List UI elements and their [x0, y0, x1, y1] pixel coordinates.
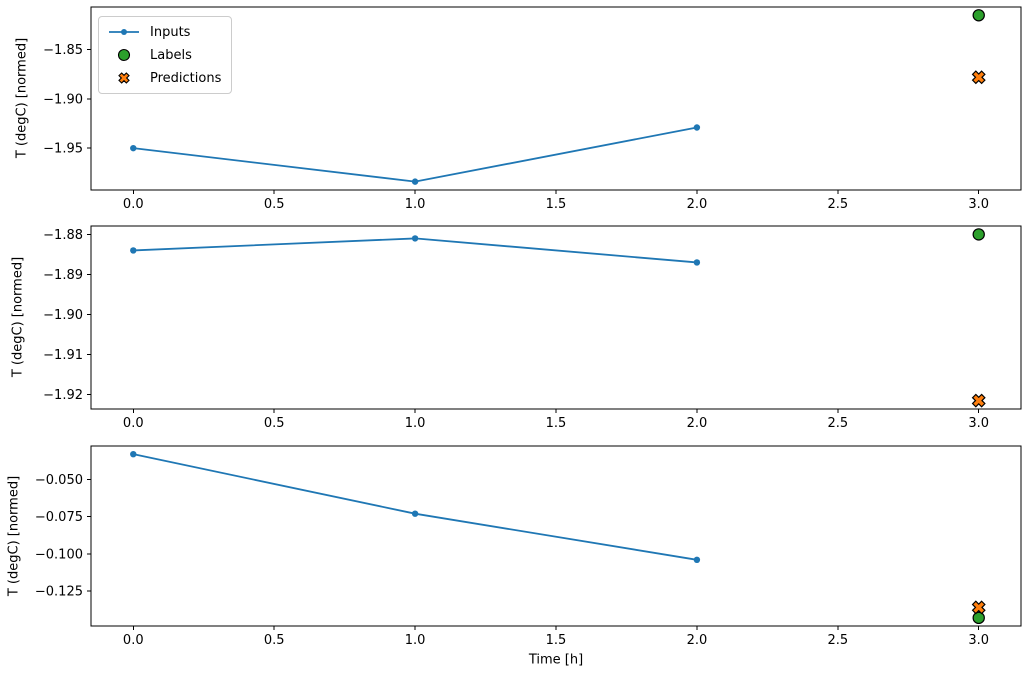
x-tick-label: 2.5: [827, 416, 848, 431]
y-tick-label: −1.90: [43, 308, 83, 323]
subplot-3: 0.0 0.5 1.0 1.5 2.0 2.5 3.0−0.050−0.075−0.100−…: [35, 445, 1022, 648]
y-tick-label: −1.88: [43, 228, 83, 243]
label-marker: [972, 9, 985, 22]
x-tick-label: 2.0: [687, 633, 708, 648]
series-labels: [972, 9, 985, 22]
y-axis-label-subplot-2: T (degC) [normed]: [10, 256, 26, 378]
x-ticks: 0.0 0.5 1.0 1.5 2.0 2.5 3.0: [123, 409, 989, 431]
legend-item-labels: Labels: [107, 45, 221, 65]
x-tick-label: 3.0: [968, 633, 989, 648]
x-tick-label: 2.0: [687, 197, 708, 212]
x-tick-label: 2.5: [827, 633, 848, 648]
y-tick-label: −1.95: [43, 142, 83, 157]
x-ticks: 0.0 0.5 1.0 1.5 2.0 2.5 3.0: [123, 190, 989, 212]
y-tick-label: −1.85: [43, 43, 83, 58]
predictions-x-icon: [118, 72, 130, 84]
prediction-marker: [971, 70, 986, 85]
y-ticks: −1.88 −1.89 −1.90 −1.91 −1.92: [43, 228, 91, 403]
series-inputs: [130, 450, 701, 564]
y-tick-label: −0.100: [35, 547, 83, 562]
series-labels: [972, 611, 985, 625]
input-marker: [411, 178, 419, 185]
x-tick-label: 1.0: [405, 416, 426, 431]
legend-label-labels: Labels: [150, 47, 192, 63]
input-marker: [411, 510, 419, 517]
axes-spines: [90, 225, 1022, 410]
prediction-marker: [971, 393, 986, 408]
series-predictions: [971, 70, 986, 85]
y-axis-label-subplot-1: T (degC) [normed]: [14, 37, 30, 159]
y-axis-label-subplot-3: T (degC) [normed]: [6, 475, 22, 597]
subplot-2: 0.0 0.5 1.0 1.5 2.0 2.5 3.0 −1.88 −1.89 −1.90 −1.9…: [43, 225, 1022, 431]
input-marker: [130, 247, 137, 254]
x-tick-label: 3.0: [968, 416, 989, 431]
y-tick-label: −0.125: [35, 585, 83, 600]
y-tick-label: −1.90: [43, 92, 83, 107]
legend-label-inputs: Inputs: [150, 24, 191, 40]
series-labels: [972, 228, 985, 241]
input-marker: [693, 124, 701, 131]
legend: Inputs Labels Predictions: [98, 16, 233, 94]
label-marker: [972, 228, 985, 241]
y-ticks: −0.050 −0.075 −0.100 −0.125: [35, 473, 91, 600]
x-tick-label: 1.5: [546, 416, 567, 431]
legend-label-predictions: Predictions: [150, 70, 222, 86]
x-tick-label: 1.0: [405, 197, 426, 212]
x-tick-label: 2.0: [687, 416, 708, 431]
x-tick-label: 1.0: [405, 633, 426, 648]
y-tick-label: −0.075: [35, 510, 83, 525]
subplot-1: 0.0 0.5 1.0 1.5 2.0 2.5 3.0 −1.85 −1.90 −1.95: [43, 6, 1022, 212]
input-marker: [693, 259, 701, 266]
x-tick-label: 0.0: [123, 633, 144, 648]
y-tick-label: −1.92: [43, 388, 83, 403]
x-tick-label: 1.5: [546, 197, 567, 212]
prediction-marker: [971, 600, 986, 615]
x-tick-label: 0.5: [264, 633, 285, 648]
x-tick-label: 0.0: [123, 416, 144, 431]
input-marker: [130, 144, 137, 152]
y-tick-label: −1.91: [43, 348, 83, 363]
input-marker: [693, 556, 701, 564]
series-inputs: [130, 235, 701, 266]
x-ticks: 0.0 0.5 1.0 1.5 2.0 2.5 3.0: [123, 626, 989, 648]
inputs-line-dot-icon: [109, 29, 139, 35]
x-tick-label: 0.0: [123, 197, 144, 212]
x-tick-label: 0.5: [264, 416, 285, 431]
y-ticks: −1.85 −1.90 −1.95: [43, 43, 91, 157]
labels-circle-icon: [117, 48, 131, 62]
x-tick-label: 3.0: [968, 197, 989, 212]
x-axis-label: Time [h]: [528, 652, 584, 668]
legend-item-inputs: Inputs: [107, 22, 221, 42]
series-inputs: [130, 124, 701, 185]
input-marker: [130, 450, 137, 458]
label-marker: [972, 611, 985, 625]
x-tick-label: 1.5: [546, 633, 567, 648]
x-tick-label: 2.5: [827, 197, 848, 212]
series-predictions: [971, 393, 986, 408]
input-marker: [411, 235, 419, 242]
y-tick-label: −0.050: [35, 473, 83, 488]
legend-item-predictions: Predictions: [107, 68, 221, 88]
x-tick-label: 0.5: [264, 197, 285, 212]
y-tick-label: −1.89: [43, 268, 83, 283]
series-predictions: [971, 600, 986, 615]
